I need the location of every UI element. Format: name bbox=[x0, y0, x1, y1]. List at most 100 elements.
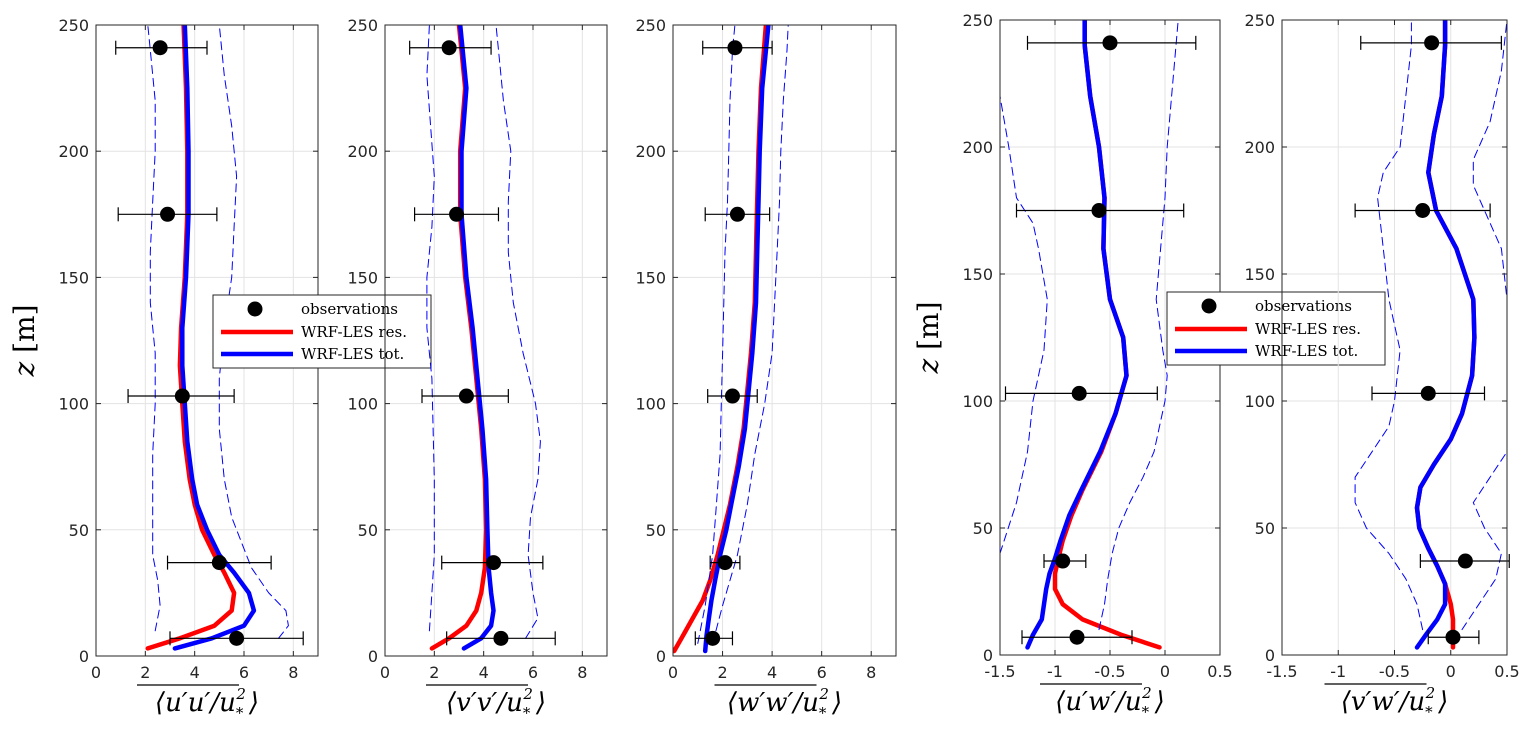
x-tick-label: -1.5 bbox=[984, 662, 1015, 681]
y-tick-label: 0 bbox=[79, 647, 89, 666]
y-tick-label: 200 bbox=[58, 142, 89, 161]
spread-dashed-line bbox=[218, 25, 289, 639]
series-line-wrf-les-res- bbox=[429, 25, 489, 651]
y-tick-label: 150 bbox=[58, 268, 89, 287]
observation-point bbox=[211, 555, 227, 571]
x-axis-label: ⟨w′w′/u*2 ⟩ bbox=[727, 685, 842, 722]
y-tick-label: 50 bbox=[1255, 519, 1275, 538]
spread-dashed-line bbox=[697, 25, 736, 644]
spread-dashed-line bbox=[1354, 20, 1424, 631]
chart-panel-vw: -1.5 -1 -0.5 0 0.5 0 50 100 150 200 250 ⟨v′w′/u*2 ⟩ bbox=[1244, 11, 1519, 721]
spread-dashed-line bbox=[712, 25, 789, 644]
x-tick-label: 0 bbox=[380, 663, 390, 682]
legend-entry: WRF-LES tot. bbox=[1255, 342, 1358, 360]
y-tick-label: 200 bbox=[635, 142, 666, 161]
spread-dashed-line bbox=[1461, 20, 1507, 631]
chart-panel-ww: 0 2 4 6 8 0 50 100 150 200 250 ⟨w′w′/u*2 ⟩ bbox=[635, 16, 897, 722]
observation-point bbox=[724, 388, 740, 404]
legend-entry: observations bbox=[301, 300, 398, 318]
series-line-wrf-les-tot- bbox=[702, 25, 771, 654]
legend-entry: WRF-LES res. bbox=[301, 323, 407, 341]
observation-point bbox=[1102, 35, 1118, 51]
x-tick-label: 4 bbox=[190, 663, 200, 682]
y-tick-label: 200 bbox=[1244, 138, 1275, 157]
y-tick-label: 100 bbox=[962, 392, 993, 411]
x-tick-label: 8 bbox=[866, 663, 876, 682]
observation-point bbox=[152, 40, 168, 56]
x-tick-label: 2 bbox=[717, 663, 727, 682]
x-tick-label: 0.5 bbox=[1207, 662, 1232, 681]
y-tick-label: 50 bbox=[646, 521, 666, 540]
x-tick-label: 2 bbox=[140, 663, 150, 682]
y-tick-label: 200 bbox=[347, 142, 378, 161]
x-tick-label: -1 bbox=[1047, 662, 1063, 681]
spread-dashed-line bbox=[1098, 20, 1179, 631]
x-tick-label: 4 bbox=[767, 663, 777, 682]
x-tick-label: -1 bbox=[1330, 662, 1346, 681]
x-tick-label: 6 bbox=[817, 663, 827, 682]
y-tick-label: 100 bbox=[635, 395, 666, 414]
plot-area bbox=[1000, 20, 1179, 650]
series-line-wrf-les-tot- bbox=[457, 25, 496, 651]
observation-point bbox=[1457, 553, 1473, 569]
y-tick-label: 0 bbox=[368, 647, 378, 666]
observation-point bbox=[1071, 385, 1087, 401]
x-tick-label: -1.5 bbox=[1266, 662, 1297, 681]
y-tick-label: 150 bbox=[1244, 265, 1275, 284]
series-line-wrf-les-tot- bbox=[1414, 20, 1477, 650]
chart-panel-vv: 0 2 4 6 8 0 50 100 150 200 250 ⟨v′v′/u*2 ⟩ bbox=[347, 16, 608, 722]
y-tick-label: 100 bbox=[58, 395, 89, 414]
y-tick-label: 0 bbox=[656, 647, 666, 666]
observation-point bbox=[441, 40, 457, 56]
plot-area bbox=[1354, 20, 1507, 650]
axes-frame bbox=[672, 24, 897, 657]
spread-dashed-line bbox=[147, 25, 161, 632]
x-tick-label: 0 bbox=[91, 663, 101, 682]
x-tick-label: 6 bbox=[239, 663, 249, 682]
observation-point bbox=[486, 555, 502, 571]
observation-point bbox=[174, 388, 190, 404]
chart-panel-uw: -1.5 -1 -0.5 0 0.5 0 50 100 150 200 250 ⟨u′w′/u*2 ⟩ z… bbox=[912, 11, 1233, 721]
observation-point bbox=[1069, 629, 1085, 645]
x-axis-label: ⟨v′w′/u*2 ⟩ bbox=[1341, 684, 1449, 721]
x-tick-label: 0 bbox=[1446, 662, 1456, 681]
observation-point bbox=[160, 206, 176, 222]
y-tick-label: 150 bbox=[962, 265, 993, 284]
spread-dashed-line bbox=[495, 25, 541, 639]
y-tick-label: 0 bbox=[1265, 646, 1275, 665]
y-tick-label: 50 bbox=[973, 519, 993, 538]
observation-point bbox=[727, 40, 743, 56]
y-tick-label: 50 bbox=[69, 521, 89, 540]
x-tick-label: 0 bbox=[668, 663, 678, 682]
observation-point bbox=[729, 206, 745, 222]
y-tick-label: 100 bbox=[347, 395, 378, 414]
spread-dashed-line bbox=[1000, 95, 1048, 554]
y-tick-label: 250 bbox=[1244, 11, 1275, 30]
legend-marker-observations bbox=[1201, 298, 1217, 314]
legend-entry: WRF-LES tot. bbox=[301, 345, 404, 363]
legend-entry: observations bbox=[1255, 297, 1352, 315]
y-tick-label: 150 bbox=[635, 268, 666, 287]
y-tick-label: 0 bbox=[983, 646, 993, 665]
x-tick-label: 8 bbox=[288, 663, 298, 682]
observation-point bbox=[1415, 203, 1431, 218]
observation-point bbox=[1420, 385, 1436, 401]
y-tick-label: 250 bbox=[962, 11, 993, 30]
x-tick-label: 8 bbox=[577, 663, 587, 682]
x-tick-label: 0 bbox=[1160, 662, 1170, 681]
x-tick-label: 6 bbox=[528, 663, 538, 682]
series-line-wrf-les-res- bbox=[1052, 20, 1162, 650]
x-tick-label: -0.5 bbox=[1379, 662, 1410, 681]
observation-point bbox=[705, 630, 721, 646]
y-tick-label: 250 bbox=[347, 16, 378, 35]
series-line-wrf-les-tot- bbox=[1025, 20, 1129, 650]
observation-point bbox=[1424, 35, 1440, 51]
observation-point bbox=[458, 388, 474, 404]
legend-entry: WRF-LES res. bbox=[1255, 320, 1361, 338]
legend: observations WRF-LES res. WRF-LES tot. bbox=[212, 294, 432, 369]
chart-panel-uu: 0 2 4 6 8 0 50 100 150 200 250 ⟨u′u′/u*2 ⟩ z [m] bbox=[8, 16, 319, 722]
observation-point bbox=[493, 630, 509, 646]
axes-frame bbox=[384, 24, 608, 657]
y-tick-label: 150 bbox=[347, 268, 378, 287]
